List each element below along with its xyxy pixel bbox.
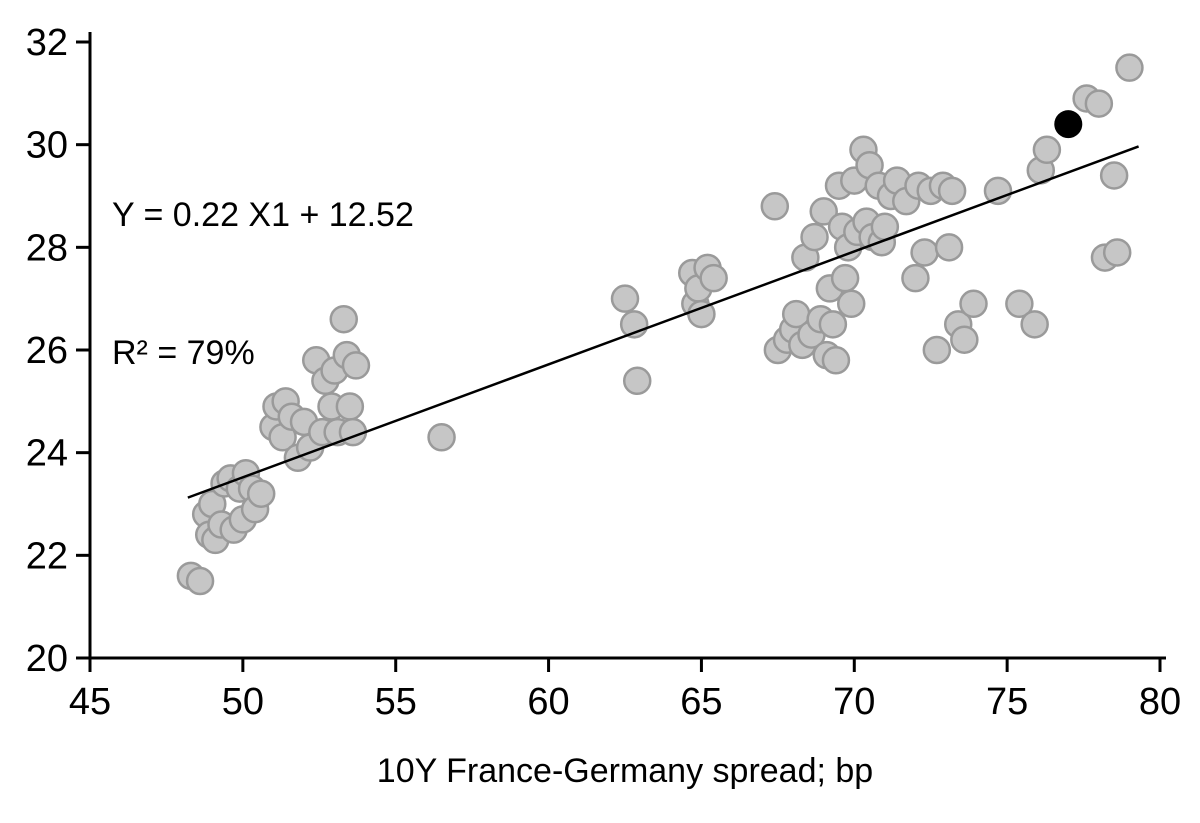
scatter-point <box>950 325 979 354</box>
scatter-point <box>836 289 866 319</box>
scatter-point <box>910 238 939 267</box>
scatter-point <box>809 197 838 226</box>
x-tick-label: 60 <box>527 681 569 723</box>
x-tick-label: 75 <box>986 681 1028 723</box>
scatter-point <box>1020 310 1049 339</box>
x-tick-label: 50 <box>222 681 264 723</box>
scatter-point <box>1102 238 1132 267</box>
scatter-point <box>959 289 988 319</box>
x-tick-label: 70 <box>833 681 875 723</box>
scatter-point <box>1005 289 1034 319</box>
scatter-point <box>427 423 456 452</box>
scatter-point <box>821 346 851 375</box>
scatter-point <box>937 176 967 206</box>
scatter-point <box>185 566 215 596</box>
y-tick-label: 26 <box>26 330 68 372</box>
y-tick-label: 22 <box>26 535 68 577</box>
scatter-point <box>901 263 930 293</box>
scatter-point <box>1115 53 1144 82</box>
scatter-point <box>329 304 358 334</box>
scatter-point <box>341 351 371 380</box>
scatter-point <box>760 192 790 221</box>
scatter-point <box>687 299 716 329</box>
scatter-point <box>830 263 860 293</box>
x-tick-label: 80 <box>1139 681 1181 723</box>
trend-line <box>187 145 1140 499</box>
scatter-points <box>176 53 1144 596</box>
y-tick-label: 28 <box>26 227 68 269</box>
x-axis-label: 10Y France-Germany spread; bp <box>376 752 874 790</box>
scatter-point <box>818 310 848 339</box>
x-tick-label: 45 <box>69 681 111 723</box>
scatter-point <box>699 263 728 293</box>
scatter-point <box>622 366 652 396</box>
scatter-point <box>1099 161 1129 190</box>
scatter-point <box>610 284 640 313</box>
y-tick-label: 30 <box>26 125 68 167</box>
x-tick-label: 65 <box>680 681 722 723</box>
regression-equation: Y = 0.22 X1 + 12.52 <box>112 196 414 234</box>
x-tick-label: 55 <box>375 681 417 723</box>
highlighted-point <box>1054 110 1083 139</box>
scatter-point <box>983 176 1013 206</box>
scatter-point <box>922 335 952 365</box>
scatter-point <box>246 479 276 508</box>
y-tick-label: 20 <box>26 638 68 680</box>
regression-annotation: Y = 0.22 X1 + 12.52 R² = 79% <box>112 100 414 468</box>
axes <box>76 32 1166 672</box>
tick-labels: 45 50 55 60 65 70 75 80 20 22 24 26 28 30 32 <box>26 22 1181 723</box>
y-tick-label: 32 <box>26 22 68 64</box>
y-tick-label: 24 <box>26 433 68 475</box>
scatter-point <box>1032 135 1062 165</box>
scatter-point <box>934 233 964 262</box>
scatter-point <box>1084 89 1114 118</box>
r-squared-label: R² = 79% <box>112 334 255 372</box>
scatter-point <box>800 222 829 252</box>
